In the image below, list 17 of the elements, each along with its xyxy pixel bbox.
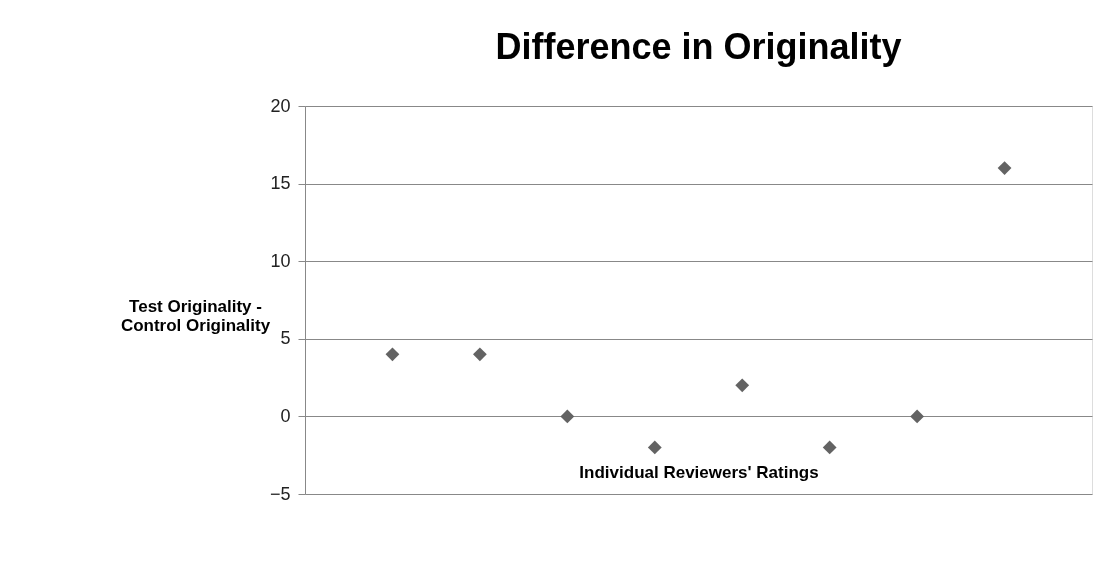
x-axis-title: Individual Reviewers' Ratings bbox=[579, 462, 819, 482]
y-tick-label: 0 bbox=[280, 405, 291, 426]
y-tick-label: 5 bbox=[280, 328, 291, 349]
y-tick-label: −5 bbox=[269, 483, 291, 504]
point bbox=[560, 409, 575, 424]
y-tick-label: 20 bbox=[270, 95, 291, 116]
point bbox=[910, 409, 924, 424]
point bbox=[997, 161, 1012, 175]
y-tick-label: 10 bbox=[270, 250, 291, 271]
point bbox=[385, 347, 400, 362]
point bbox=[647, 440, 662, 455]
chart-title: Difference in Originality bbox=[495, 26, 902, 67]
point bbox=[822, 440, 837, 455]
y-tick-label: 15 bbox=[270, 173, 291, 194]
y-axis-title: Test Originality - Control Originality bbox=[120, 296, 271, 335]
point bbox=[473, 347, 487, 362]
point bbox=[735, 378, 750, 393]
